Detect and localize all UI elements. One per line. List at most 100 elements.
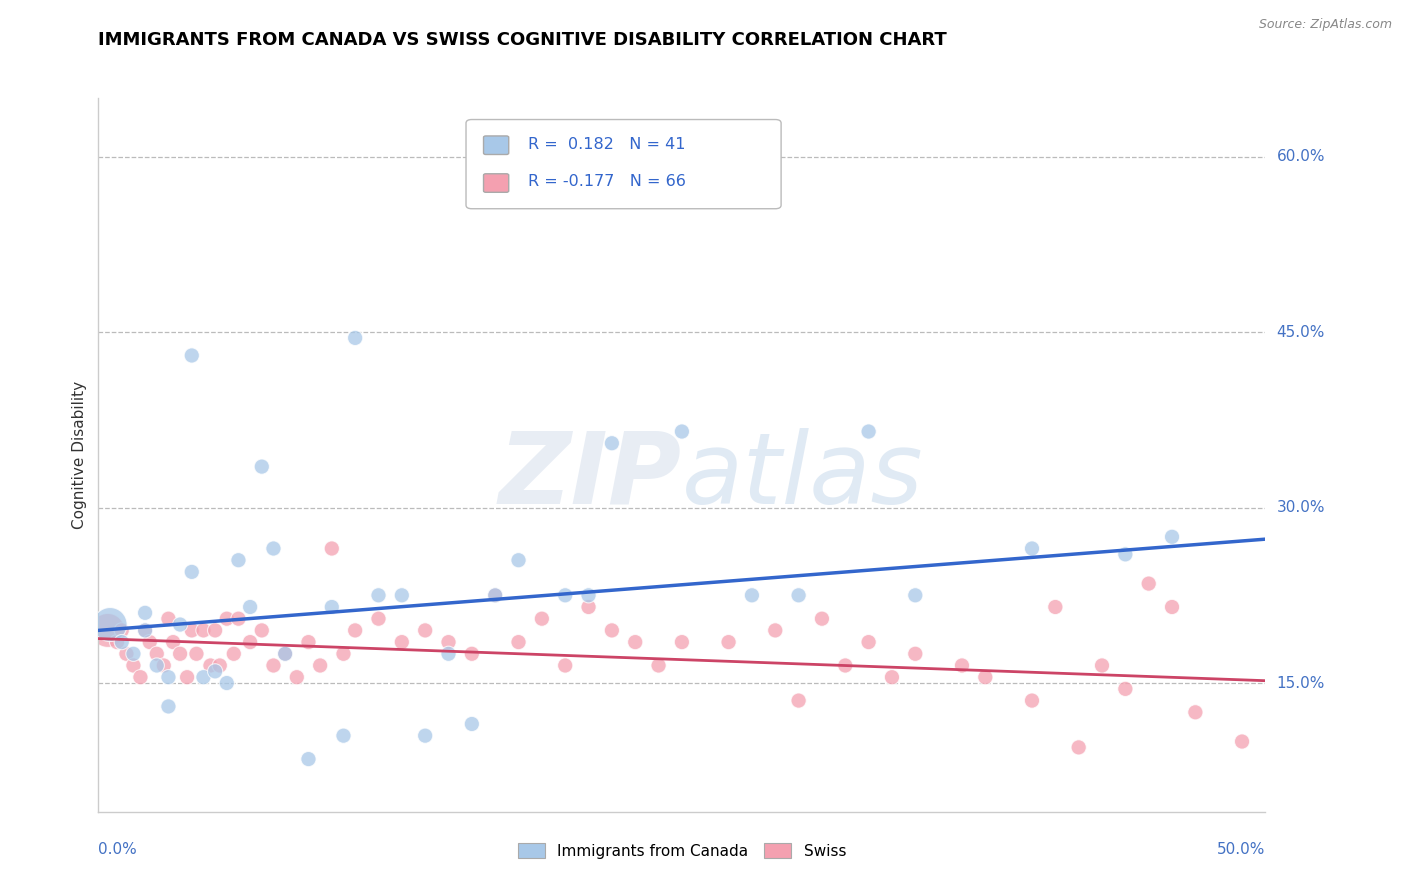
Point [508, 553, 530, 567]
Point [1067, 740, 1090, 755]
Text: atlas: atlas [682, 428, 924, 524]
Point [1021, 541, 1043, 556]
Point [1045, 599, 1067, 614]
Point [880, 670, 903, 684]
Point [250, 459, 273, 474]
Point [139, 635, 162, 649]
Point [321, 599, 343, 614]
FancyBboxPatch shape [465, 120, 782, 209]
Point [437, 635, 460, 649]
Point [180, 565, 202, 579]
Point [344, 624, 367, 638]
Point [578, 599, 600, 614]
Point [974, 670, 997, 684]
Point [169, 617, 191, 632]
Point [274, 647, 297, 661]
Point [111, 624, 134, 638]
Point [787, 693, 810, 707]
Text: 60.0%: 60.0% [1277, 149, 1324, 164]
Point [134, 624, 156, 638]
Point [157, 670, 180, 684]
Point [200, 658, 222, 673]
Point [1161, 530, 1184, 544]
Point [98, 617, 121, 632]
Point [180, 624, 202, 638]
Point [146, 647, 169, 661]
Point [215, 676, 238, 690]
Point [671, 425, 693, 439]
Point [129, 670, 152, 684]
Text: 0.0%: 0.0% [98, 842, 138, 857]
Point [146, 658, 169, 673]
Point [239, 599, 262, 614]
Point [391, 635, 413, 649]
Point [134, 606, 156, 620]
Point [787, 588, 810, 602]
Point [461, 717, 484, 731]
Point [950, 658, 973, 673]
Point [1184, 706, 1206, 720]
Legend: Immigrants from Canada, Swiss: Immigrants from Canada, Swiss [512, 837, 852, 864]
Text: 50.0%: 50.0% [1218, 842, 1265, 857]
Point [332, 647, 354, 661]
Point [741, 588, 763, 602]
Point [461, 647, 484, 661]
FancyBboxPatch shape [484, 136, 509, 154]
Point [834, 658, 856, 673]
Point [530, 612, 553, 626]
Point [239, 635, 262, 649]
FancyBboxPatch shape [484, 174, 509, 193]
Point [858, 425, 880, 439]
Point [508, 635, 530, 649]
Text: R =  0.182   N = 41: R = 0.182 N = 41 [527, 137, 685, 152]
Point [122, 647, 145, 661]
Point [193, 624, 215, 638]
Point [391, 588, 413, 602]
Point [186, 647, 208, 661]
Text: R = -0.177   N = 66: R = -0.177 N = 66 [527, 174, 686, 189]
Point [763, 624, 786, 638]
Point [157, 699, 180, 714]
Text: ZIP: ZIP [499, 428, 682, 524]
Text: 45.0%: 45.0% [1277, 325, 1324, 340]
Point [262, 658, 284, 673]
Point [1114, 681, 1136, 696]
Point [904, 647, 927, 661]
Point [228, 612, 250, 626]
Point [1021, 693, 1043, 707]
Point [624, 635, 647, 649]
Point [1230, 734, 1253, 748]
Y-axis label: Cognitive Disability: Cognitive Disability [72, 381, 87, 529]
Point [321, 541, 343, 556]
Point [262, 541, 284, 556]
Point [811, 612, 834, 626]
Point [297, 752, 319, 766]
Point [176, 670, 198, 684]
Point [367, 588, 389, 602]
Point [204, 624, 226, 638]
Point [413, 624, 436, 638]
Point [578, 588, 600, 602]
Point [344, 331, 367, 345]
Point [1161, 599, 1184, 614]
Point [437, 647, 460, 661]
Point [157, 612, 180, 626]
Point [600, 436, 623, 450]
Point [97, 624, 120, 638]
Point [858, 635, 880, 649]
Point [297, 635, 319, 649]
Point [717, 635, 740, 649]
Text: Source: ZipAtlas.com: Source: ZipAtlas.com [1258, 18, 1392, 31]
Point [1137, 576, 1160, 591]
Point [904, 588, 927, 602]
Point [193, 670, 215, 684]
Point [152, 658, 174, 673]
Point [228, 553, 250, 567]
Point [180, 349, 202, 363]
Point [554, 588, 576, 602]
Point [208, 658, 231, 673]
Point [215, 612, 238, 626]
Text: 15.0%: 15.0% [1277, 675, 1324, 690]
Point [367, 612, 389, 626]
Point [413, 729, 436, 743]
